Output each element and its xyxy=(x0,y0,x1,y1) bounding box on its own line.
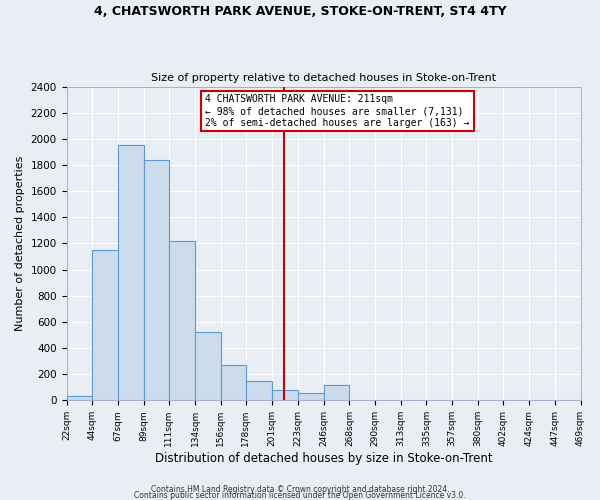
Bar xyxy=(169,241,196,400)
Bar xyxy=(143,160,169,400)
Title: Size of property relative to detached houses in Stoke-on-Trent: Size of property relative to detached ho… xyxy=(151,73,496,83)
Text: 4, CHATSWORTH PARK AVENUE, STOKE-ON-TRENT, ST4 4TY: 4, CHATSWORTH PARK AVENUE, STOKE-ON-TREN… xyxy=(94,5,506,18)
Bar xyxy=(118,146,143,400)
Bar xyxy=(298,393,324,400)
Bar xyxy=(67,396,92,400)
Bar xyxy=(272,390,298,400)
Y-axis label: Number of detached properties: Number of detached properties xyxy=(15,156,25,331)
Bar xyxy=(92,250,118,400)
Text: Contains public sector information licensed under the Open Government Licence v3: Contains public sector information licen… xyxy=(134,490,466,500)
Bar xyxy=(246,380,272,400)
Bar xyxy=(221,365,246,400)
Bar xyxy=(324,384,349,400)
Bar xyxy=(196,332,221,400)
Text: 4 CHATSWORTH PARK AVENUE: 211sqm
← 98% of detached houses are smaller (7,131)
2%: 4 CHATSWORTH PARK AVENUE: 211sqm ← 98% o… xyxy=(205,94,470,128)
X-axis label: Distribution of detached houses by size in Stoke-on-Trent: Distribution of detached houses by size … xyxy=(155,452,493,465)
Text: Contains HM Land Registry data © Crown copyright and database right 2024.: Contains HM Land Registry data © Crown c… xyxy=(151,484,449,494)
